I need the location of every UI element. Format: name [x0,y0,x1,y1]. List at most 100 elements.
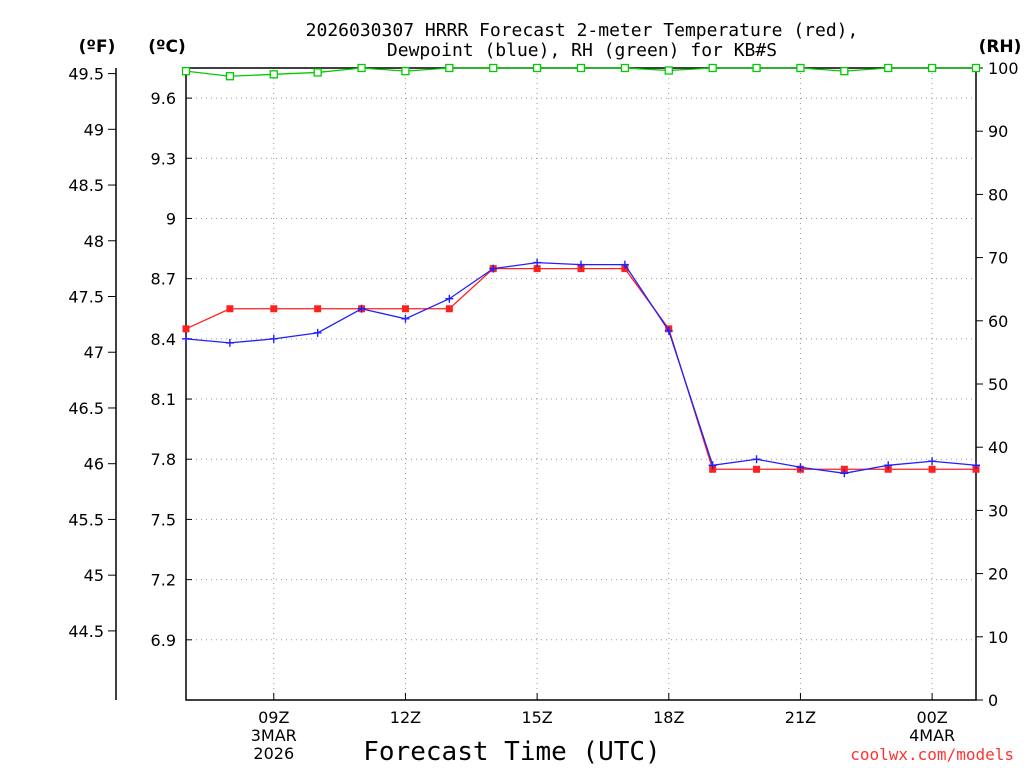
celsius-tick-label: 7.8 [151,450,176,469]
rh-axis: 0 10 20 30 40 50 60 70 80 90 100 [976,59,1019,710]
rh-series [181,63,981,81]
rh-point [664,66,673,75]
fahrenheit-axis: 44.5 45 45.5 46 46.5 47 47.5 48 48.5 49 49.5 [68,65,116,641]
rh-point [532,63,542,73]
rh-tick-label: 60 [988,312,1008,331]
celsius-tick-label: 9.3 [151,149,176,168]
temperature-point [533,265,541,273]
fahrenheit-tick-label: 46 [84,455,104,474]
dewpoint-point [972,461,980,470]
rh-point [576,63,586,73]
fahrenheit-tick-label: 48.5 [68,176,104,195]
time-tick-label: 18Z [653,708,684,727]
dewpoint-point [533,258,542,267]
fahrenheit-tick-label: 47.5 [68,288,104,307]
celsius-tick-label: 8.4 [151,330,176,349]
rh-point [708,63,717,73]
temperature-point [840,465,848,473]
rh-unit-label: (RH) [979,37,1022,57]
time-tick-label: 21Z [785,708,816,727]
rh-tick-label: 20 [988,565,1008,584]
rh-point [796,63,805,73]
time-tick-label: 4MAR [909,726,955,745]
temperature-point [577,265,585,273]
celsius-tick-label: 9.6 [151,89,176,108]
temperature-point [884,465,892,473]
dewpoint-point [182,334,190,343]
dewpoint-point [664,326,673,335]
celsius-tick-label: 6.9 [151,631,176,650]
temperature-point [972,465,980,473]
celsius-unit-label: (ºC) [148,37,186,57]
rh-tick-label: 30 [988,501,1008,520]
dewpoint-point [577,260,585,269]
fahrenheit-tick-label: 45 [84,566,104,585]
rh-point [927,63,937,73]
dewpoint-point [357,304,366,313]
dewpoint-point [225,338,234,347]
chart-subtitle: Dewpoint (blue), RH (green) for KB#S [387,40,777,61]
temperature-point [226,305,234,313]
celsius-tick-label: 8.1 [151,390,176,409]
dewpoint-point [313,328,322,337]
temperature-point [401,305,409,313]
fahrenheit-tick-label: 45.5 [68,510,104,529]
rh-tick-label: 50 [988,375,1008,394]
dewpoint-point [928,457,937,466]
temperature-point [182,325,190,333]
temperature-point [621,265,629,273]
temperature-point [314,305,322,313]
grid-lines [186,68,976,700]
temperature-point [270,305,278,313]
fahrenheit-tick-label: 48 [84,232,104,251]
celsius-tick-label: 7.5 [151,510,176,529]
temperature-point [753,465,761,473]
fahrenheit-tick-label: 49 [84,120,104,139]
time-tick-label: 00Z [916,708,947,727]
celsius-axis: 6.9 7.2 7.5 7.8 8.1 8.4 8.7 9 9.3 9.6 [151,89,192,650]
rh-tick-label: 70 [988,249,1008,268]
watermark: coolwx.com/models [850,745,1014,764]
celsius-tick-label: 7.2 [151,571,176,590]
dewpoint-point [708,461,717,470]
rh-point [225,72,235,81]
rh-point [313,68,322,77]
dewpoint-series [182,258,980,478]
dewpoint-point [884,461,893,470]
fahrenheit-tick-label: 44.5 [68,622,104,641]
chart-title: 2026030307 HRRR Forecast 2-meter Tempera… [306,20,859,41]
dewpoint-point [489,264,498,273]
rh-tick-label: 80 [988,185,1008,204]
rh-point [401,67,410,76]
time-tick-label: 09Z [258,708,289,727]
rh-point [620,63,630,73]
dewpoint-point [401,314,410,323]
celsius-tick-label: 9 [166,209,176,228]
time-tick-label: 3MAR [251,726,297,745]
x-axis-label: Forecast Time (UTC) [363,737,660,767]
dewpoint-point [620,260,629,269]
rh-tick-label: 0 [988,691,998,710]
dewpoint-point [269,334,278,343]
rh-tick-label: 10 [988,628,1008,647]
dewpoint-point [840,469,849,478]
temperature-point [928,465,936,473]
rh-point [181,67,191,76]
time-tick-label: 2026 [253,744,294,763]
dewpoint-point [752,455,761,464]
rh-point [971,63,981,73]
dewpoint-point [796,463,805,472]
rh-point [884,63,893,73]
series-layer [181,63,981,478]
rh-point [357,63,366,73]
time-tick-label: 12Z [390,708,421,727]
rh-point [269,70,278,79]
fahrenheit-tick-label: 49.5 [68,65,104,84]
celsius-tick-label: 8.7 [151,270,176,289]
temperature-point [709,465,717,473]
rh-tick-label: 100 [988,59,1019,78]
fahrenheit-unit-label: (ºF) [79,37,116,57]
rh-tick-label: 40 [988,438,1008,457]
fahrenheit-tick-label: 46.5 [68,399,104,418]
